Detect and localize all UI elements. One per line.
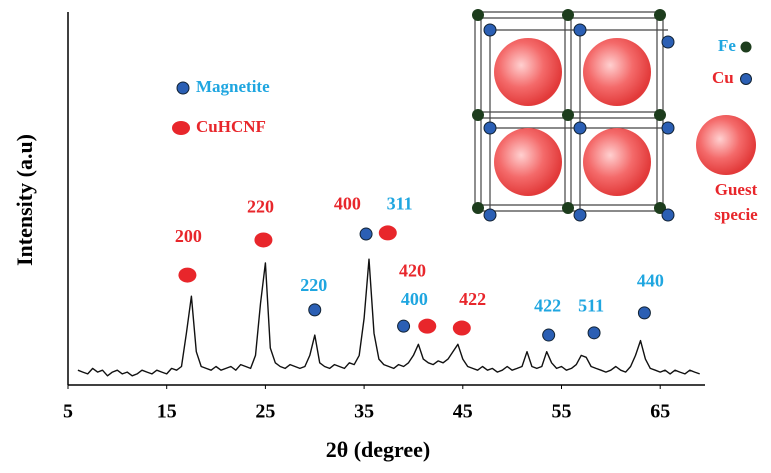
chart: Fe Cu Guest specie 2θ (degree) Intensity… [0,0,771,473]
x-tick-label: 55 [552,401,572,423]
x-tick-label: 45 [453,401,473,423]
peak-label: 440 [637,270,664,290]
inset-cu-dot [741,74,752,85]
y-axis-label: Intensity (a.u) [12,134,37,266]
peak-marker [638,307,650,319]
inset-fe-dot [741,42,752,53]
peak-marker [588,327,600,339]
guest-sphere [583,38,651,106]
peak-label: 311 [387,193,413,213]
xrd-line [78,259,700,376]
peak-label: 511 [578,295,604,315]
peak-marker [398,320,410,332]
x-tick-label: 35 [354,401,374,423]
peak-marker [543,329,555,341]
peak-marker [309,304,321,316]
guest-sphere [494,38,562,106]
inset-guest-label: Guest [715,180,758,199]
inset-fe-label: Fe [718,36,736,55]
peak-label: 220 [300,275,327,295]
legend-label: CuHCNF [196,117,266,136]
peak-label: 400 [401,289,428,309]
peak-label: 422 [459,289,486,309]
peak-label: 200 [175,226,202,246]
peak-label: 422 [534,295,561,315]
x-tick-label: 5 [63,401,73,423]
inset-guest-sphere [696,115,756,175]
peak-marker [453,321,471,336]
peak-marker [360,228,372,240]
legend-marker [172,121,190,135]
peak-marker [379,225,397,240]
peak-label: 220 [247,196,274,216]
peak-marker [418,319,436,334]
peak-label: 400 [334,193,361,213]
guest-sphere [583,128,651,196]
x-tick-label: 25 [255,401,275,423]
legend-label: Magnetite [196,77,270,96]
inset-crystal: Fe Cu Guest specie [472,9,758,224]
x-tick-label: 65 [650,401,670,423]
peak-marker [254,232,272,247]
x-axis-label: 2θ (degree) [326,437,431,462]
inset-guest-label: specie [714,205,758,224]
guest-sphere [494,128,562,196]
peak-label: 420 [399,260,426,280]
x-tick-label: 15 [157,401,177,423]
legend-marker [177,82,189,94]
inset-cu-label: Cu [712,68,734,87]
peak-marker [178,268,196,283]
